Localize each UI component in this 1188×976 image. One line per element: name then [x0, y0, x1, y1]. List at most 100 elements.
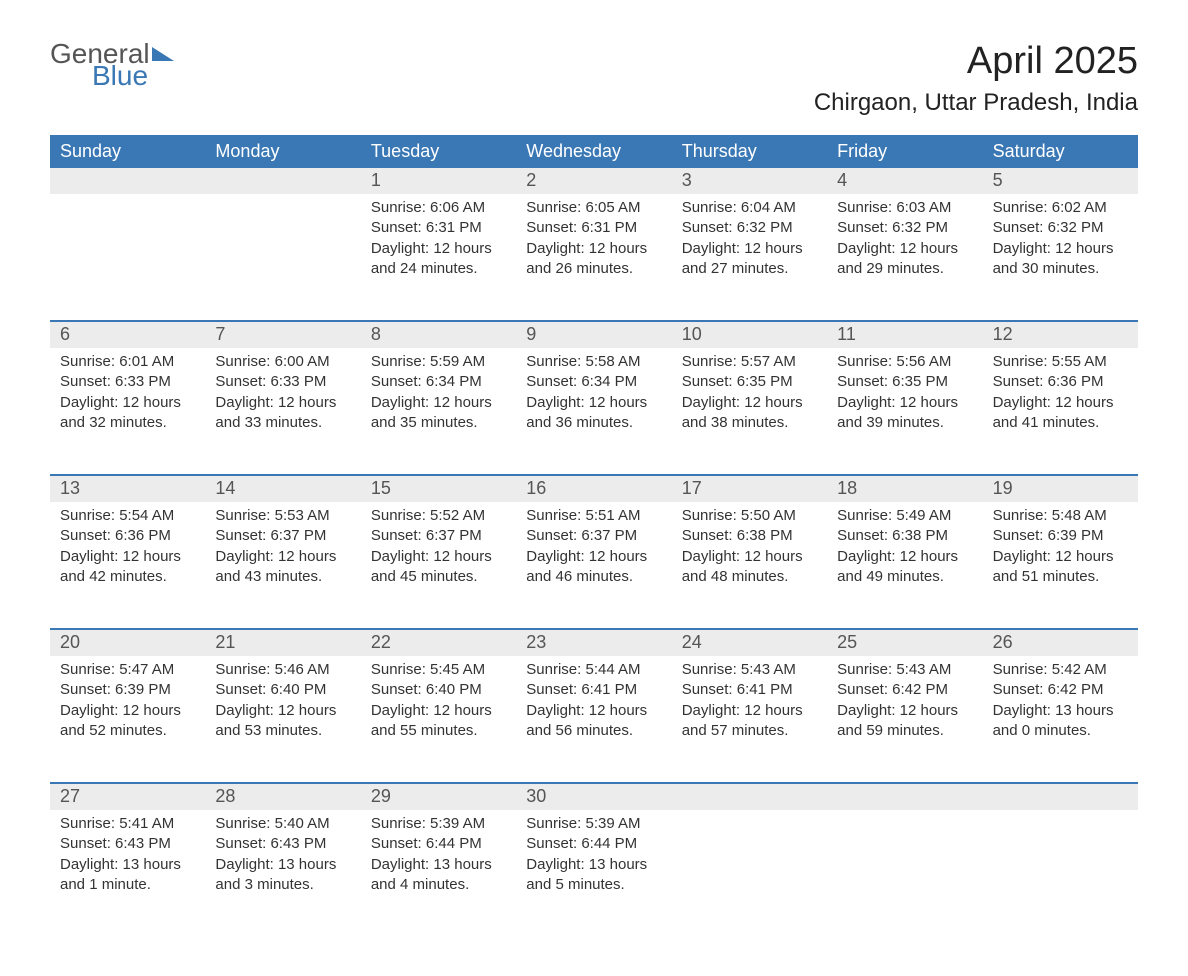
day2-text: and 45 minutes. — [371, 567, 506, 587]
sunset-text: Sunset: 6:36 PM — [60, 526, 195, 546]
date-number-row: 27282930 — [50, 784, 1138, 810]
sunset-text: Sunset: 6:39 PM — [60, 680, 195, 700]
sunrise-text: Sunrise: 5:41 AM — [60, 814, 195, 834]
day1-text: Daylight: 12 hours — [215, 701, 350, 721]
day-cell: Sunrise: 6:02 AMSunset: 6:32 PMDaylight:… — [983, 194, 1138, 304]
date-number: 22 — [361, 630, 516, 656]
day-header: Sunday — [50, 135, 205, 168]
day1-text: Daylight: 12 hours — [682, 393, 817, 413]
day1-text: Daylight: 12 hours — [682, 239, 817, 259]
day1-text: Daylight: 12 hours — [682, 701, 817, 721]
day1-text: Daylight: 12 hours — [526, 701, 661, 721]
sunrise-text: Sunrise: 5:54 AM — [60, 506, 195, 526]
sunset-text: Sunset: 6:37 PM — [526, 526, 661, 546]
day2-text: and 1 minute. — [60, 875, 195, 895]
day-cell: Sunrise: 6:05 AMSunset: 6:31 PMDaylight:… — [516, 194, 671, 304]
sunrise-text: Sunrise: 5:47 AM — [60, 660, 195, 680]
date-number: 3 — [672, 168, 827, 194]
week: 6789101112Sunrise: 6:01 AMSunset: 6:33 P… — [50, 320, 1138, 458]
date-number: 12 — [983, 322, 1138, 348]
sunset-text: Sunset: 6:32 PM — [837, 218, 972, 238]
day1-text: Daylight: 12 hours — [60, 701, 195, 721]
day2-text: and 32 minutes. — [60, 413, 195, 433]
day1-text: Daylight: 12 hours — [993, 547, 1128, 567]
sunrise-text: Sunrise: 5:39 AM — [526, 814, 661, 834]
sunrise-text: Sunrise: 5:53 AM — [215, 506, 350, 526]
date-number: 18 — [827, 476, 982, 502]
day-cell: Sunrise: 5:46 AMSunset: 6:40 PMDaylight:… — [205, 656, 360, 766]
sunrise-text: Sunrise: 5:56 AM — [837, 352, 972, 372]
day-header: Wednesday — [516, 135, 671, 168]
day2-text: and 57 minutes. — [682, 721, 817, 741]
sunset-text: Sunset: 6:39 PM — [993, 526, 1128, 546]
day2-text: and 55 minutes. — [371, 721, 506, 741]
sunrise-text: Sunrise: 5:57 AM — [682, 352, 817, 372]
day1-text: Daylight: 12 hours — [215, 393, 350, 413]
sunrise-text: Sunrise: 5:59 AM — [371, 352, 506, 372]
sunrise-text: Sunrise: 5:46 AM — [215, 660, 350, 680]
date-number — [827, 784, 982, 810]
day1-text: Daylight: 12 hours — [837, 701, 972, 721]
date-number — [672, 784, 827, 810]
date-number: 16 — [516, 476, 671, 502]
day-cell: Sunrise: 6:03 AMSunset: 6:32 PMDaylight:… — [827, 194, 982, 304]
date-number: 30 — [516, 784, 671, 810]
week-body-row: Sunrise: 5:47 AMSunset: 6:39 PMDaylight:… — [50, 656, 1138, 766]
sunset-text: Sunset: 6:40 PM — [371, 680, 506, 700]
sunset-text: Sunset: 6:33 PM — [215, 372, 350, 392]
date-number: 17 — [672, 476, 827, 502]
day2-text: and 35 minutes. — [371, 413, 506, 433]
date-number: 6 — [50, 322, 205, 348]
day2-text: and 29 minutes. — [837, 259, 972, 279]
sunrise-text: Sunrise: 6:01 AM — [60, 352, 195, 372]
date-number: 23 — [516, 630, 671, 656]
day2-text: and 27 minutes. — [682, 259, 817, 279]
day-cell: Sunrise: 5:57 AMSunset: 6:35 PMDaylight:… — [672, 348, 827, 458]
date-number: 20 — [50, 630, 205, 656]
sunrise-text: Sunrise: 5:52 AM — [371, 506, 506, 526]
logo-triangle-icon — [152, 47, 174, 61]
day-header: Saturday — [983, 135, 1138, 168]
sunset-text: Sunset: 6:33 PM — [60, 372, 195, 392]
date-number: 19 — [983, 476, 1138, 502]
day-cell: Sunrise: 5:39 AMSunset: 6:44 PMDaylight:… — [516, 810, 671, 920]
day1-text: Daylight: 12 hours — [60, 547, 195, 567]
day-cell: Sunrise: 5:58 AMSunset: 6:34 PMDaylight:… — [516, 348, 671, 458]
sunset-text: Sunset: 6:42 PM — [993, 680, 1128, 700]
day-cell: Sunrise: 6:00 AMSunset: 6:33 PMDaylight:… — [205, 348, 360, 458]
sunset-text: Sunset: 6:41 PM — [526, 680, 661, 700]
day1-text: Daylight: 13 hours — [993, 701, 1128, 721]
sunrise-text: Sunrise: 6:03 AM — [837, 198, 972, 218]
day1-text: Daylight: 12 hours — [837, 393, 972, 413]
day1-text: Daylight: 12 hours — [60, 393, 195, 413]
day-cell: Sunrise: 5:43 AMSunset: 6:41 PMDaylight:… — [672, 656, 827, 766]
calendar: Sunday Monday Tuesday Wednesday Thursday… — [50, 135, 1138, 920]
day2-text: and 24 minutes. — [371, 259, 506, 279]
sunset-text: Sunset: 6:35 PM — [682, 372, 817, 392]
day1-text: Daylight: 12 hours — [371, 239, 506, 259]
day2-text: and 5 minutes. — [526, 875, 661, 895]
date-number: 10 — [672, 322, 827, 348]
day-cell: Sunrise: 5:59 AMSunset: 6:34 PMDaylight:… — [361, 348, 516, 458]
sunset-text: Sunset: 6:37 PM — [215, 526, 350, 546]
day2-text: and 49 minutes. — [837, 567, 972, 587]
sunset-text: Sunset: 6:41 PM — [682, 680, 817, 700]
sunset-text: Sunset: 6:43 PM — [60, 834, 195, 854]
day-header: Thursday — [672, 135, 827, 168]
week-body-row: Sunrise: 5:41 AMSunset: 6:43 PMDaylight:… — [50, 810, 1138, 920]
sunrise-text: Sunrise: 5:51 AM — [526, 506, 661, 526]
day-cell — [50, 194, 205, 304]
day-cell: Sunrise: 5:44 AMSunset: 6:41 PMDaylight:… — [516, 656, 671, 766]
date-number: 13 — [50, 476, 205, 502]
sunset-text: Sunset: 6:44 PM — [371, 834, 506, 854]
day-cell: Sunrise: 5:47 AMSunset: 6:39 PMDaylight:… — [50, 656, 205, 766]
day1-text: Daylight: 13 hours — [60, 855, 195, 875]
day-cell — [205, 194, 360, 304]
logo-word-2: Blue — [92, 62, 174, 90]
sunset-text: Sunset: 6:36 PM — [993, 372, 1128, 392]
date-number-row: 6789101112 — [50, 322, 1138, 348]
date-number: 1 — [361, 168, 516, 194]
sunset-text: Sunset: 6:34 PM — [526, 372, 661, 392]
sunset-text: Sunset: 6:38 PM — [682, 526, 817, 546]
date-number: 29 — [361, 784, 516, 810]
